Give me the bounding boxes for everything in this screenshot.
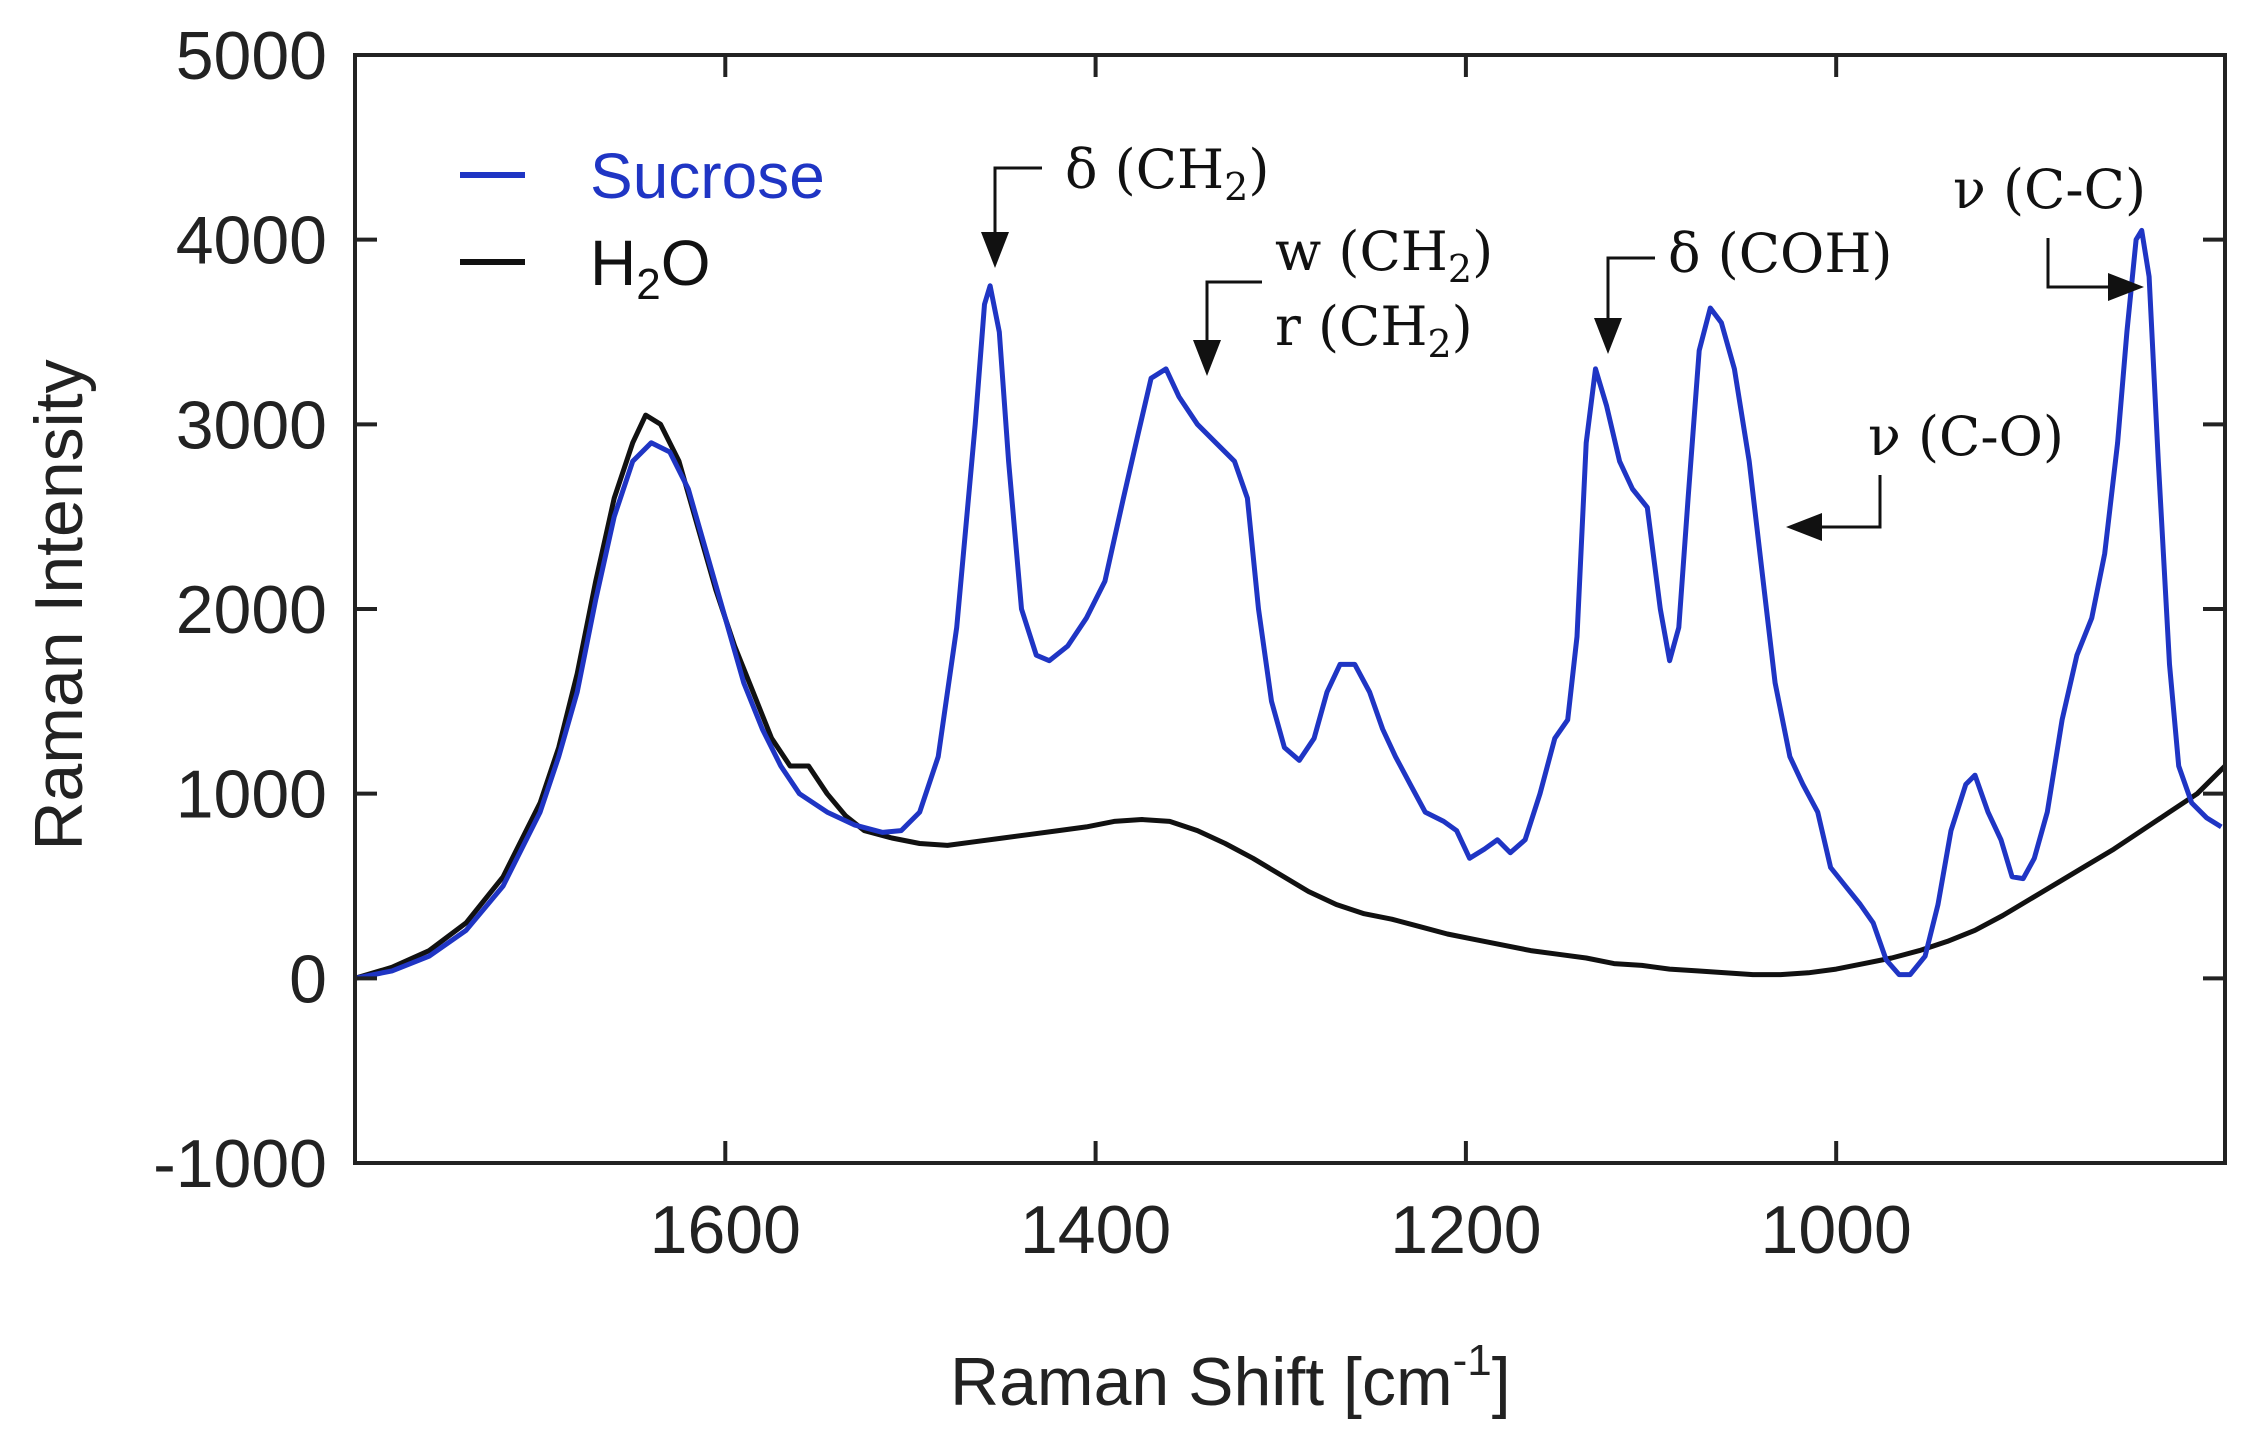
y-tick-label: 3000 [176,387,327,463]
x-tick-label: 1000 [1761,1192,1912,1268]
annotation-nu-co: ν (C-O) [1786,405,2064,541]
y-tick-label: 4000 [176,203,327,279]
legend-label-sucrose: Sucrose [590,140,825,212]
annotation-label: r (CH2) [1275,295,1473,366]
y-axis-title: Raman Intensity [21,359,97,850]
y-tick-label: 1000 [176,757,327,833]
annotation-label: w (CH2) [1275,220,1493,291]
x-tick-label: 1600 [650,1192,801,1268]
x-tick-label: 1400 [1020,1192,1171,1268]
x-axis-title: Raman Shift [cm-1] [950,1336,1511,1420]
annotation-nu-cc: ν (C-C) [1953,158,2146,301]
annotation-w-ch2: w (CH2) r (CH2) [1193,220,1493,376]
series-line-sucrose [354,227,2223,981]
y-tick-label: 0 [289,941,327,1017]
annotation-delta-ch2: δ (CH2) [981,138,1269,268]
x-tick-label: 1200 [1390,1192,1541,1268]
legend: Sucrose H2O [460,140,825,309]
legend-label-h2o: H2O [590,227,710,309]
arrow-down-icon [1594,318,1622,354]
annotation-connector [993,166,1042,232]
annotation-label: ν (C-C) [1953,158,2146,221]
plot-frame [353,53,2227,1165]
annotation-delta-coh: δ (COH) [1594,222,1893,354]
arrow-right-icon [2108,273,2144,301]
y-tick-label: 2000 [176,572,327,648]
annotation-label: ν (C-O) [1868,405,2064,468]
arrow-down-icon [1193,340,1221,376]
y-tick-label: 5000 [176,18,327,94]
annotation-connector [1822,475,1882,529]
annotation-connector [1205,280,1262,340]
annotation-connector [2046,238,2108,289]
series-layer [354,227,2227,981]
annotation-label: δ (COH) [1668,222,1893,285]
y-tick-label: -1000 [153,1126,327,1202]
annotation-connector [1606,256,1655,318]
arrow-left-icon [1786,513,1822,541]
ticks-layer: -1000 0 1000 2000 3000 4000 5000 1600 1400 1200 10… [153,18,2225,1268]
annotations: δ (CH2) w (CH2) r (CH2) δ (COH) ν (C-O) … [981,138,2146,541]
arrow-down-icon [981,232,1009,268]
series-line-h2o [354,412,2227,981]
annotation-label: δ (CH2) [1065,138,1269,209]
